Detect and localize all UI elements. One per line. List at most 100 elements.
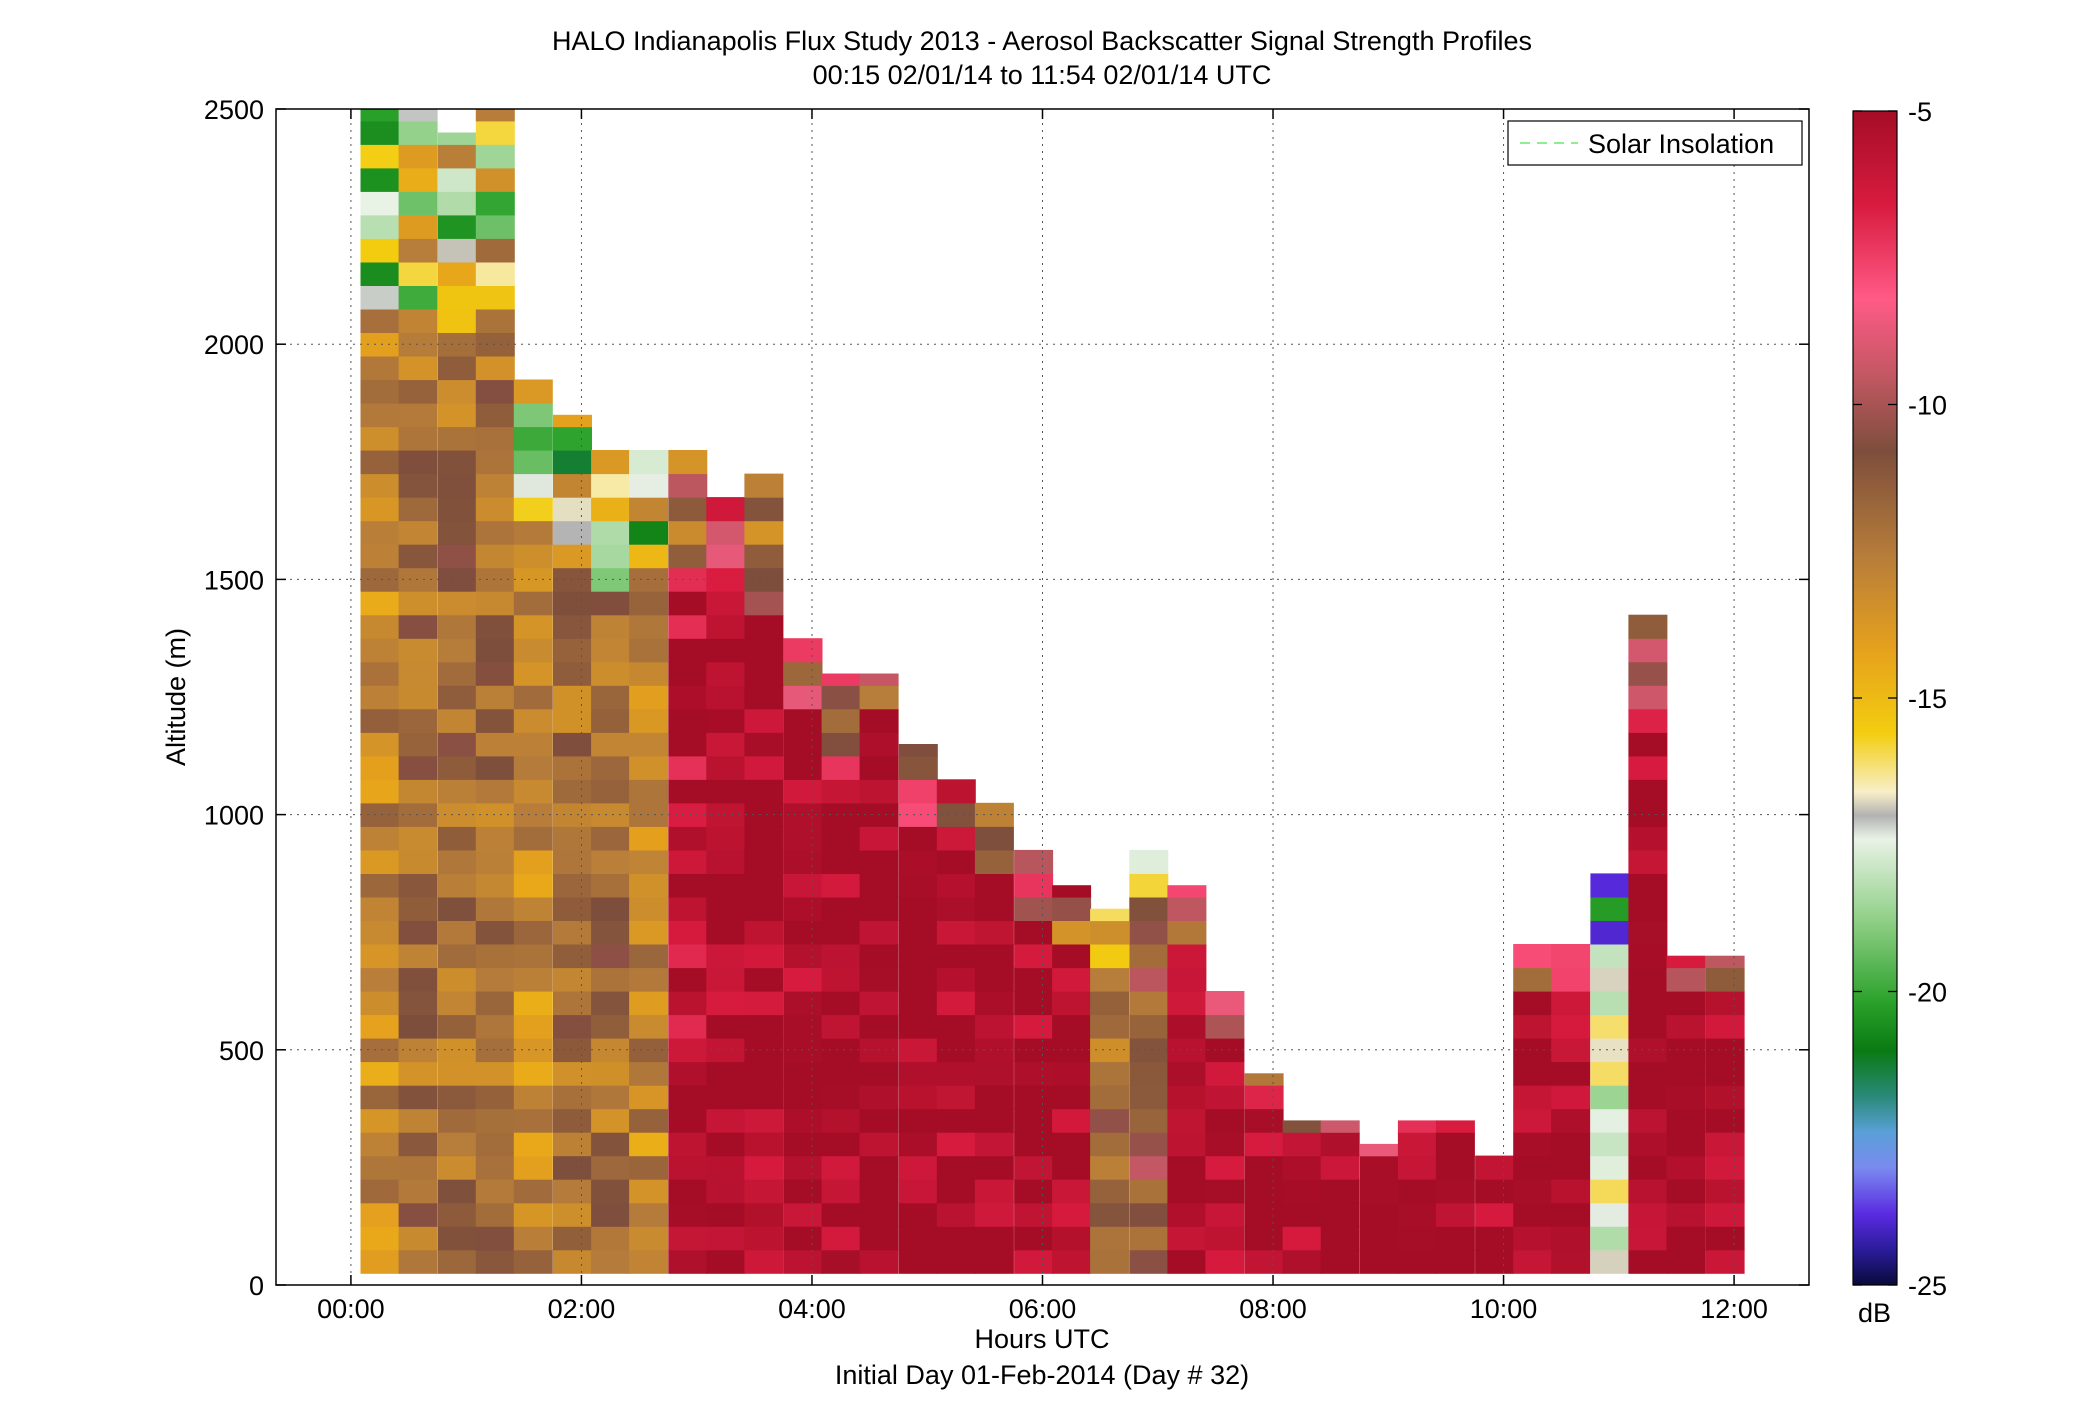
heatmap-cell <box>706 732 746 757</box>
heatmap-cell <box>1244 1132 1284 1157</box>
heatmap-cell <box>437 1179 477 1204</box>
heatmap-cell <box>475 191 515 216</box>
heatmap-cell <box>1475 1155 1515 1180</box>
heatmap-cell <box>1014 944 1054 969</box>
heatmap-cell <box>898 1226 938 1251</box>
heatmap-cell <box>1435 1120 1475 1133</box>
heatmap-cell <box>898 1249 938 1274</box>
heatmap-cell <box>360 1249 400 1274</box>
heatmap-cell <box>1052 885 1092 898</box>
heatmap-cell <box>629 1085 669 1110</box>
heatmap-cell <box>360 1155 400 1180</box>
heatmap-cell <box>1282 1249 1322 1274</box>
heatmap-cell <box>629 544 669 569</box>
heatmap-cell <box>513 991 553 1016</box>
heatmap-cell <box>437 426 477 451</box>
heatmap-cell <box>360 120 400 145</box>
heatmap-cell <box>859 1249 899 1274</box>
heatmap-cell <box>398 144 438 169</box>
heatmap-cell <box>1052 944 1092 969</box>
heatmap-cell <box>706 944 746 969</box>
heatmap-cell <box>706 967 746 992</box>
y-tick-label: 500 <box>219 1036 264 1066</box>
heatmap-cell <box>629 967 669 992</box>
heatmap-cell <box>360 708 400 733</box>
heatmap-cell <box>475 144 515 169</box>
heatmap-cell <box>1167 1226 1207 1251</box>
heatmap-cell <box>1167 1085 1207 1110</box>
heatmap-cell <box>668 567 708 592</box>
heatmap-cell <box>1244 1179 1284 1204</box>
heatmap-cell <box>360 1038 400 1063</box>
heatmap-cell <box>437 614 477 639</box>
heatmap-cell <box>783 1061 823 1086</box>
heatmap-cell <box>821 1061 861 1086</box>
heatmap-cell <box>1014 1132 1054 1157</box>
heatmap-cells <box>360 109 1745 1274</box>
heatmap-cell <box>783 779 823 804</box>
heatmap-cell <box>1129 873 1169 898</box>
heatmap-cell <box>513 403 553 428</box>
heatmap-cell <box>437 450 477 475</box>
heatmap-cell <box>668 944 708 969</box>
heatmap-cell <box>1666 1038 1706 1063</box>
heatmap-cell <box>398 967 438 992</box>
heatmap-cell <box>936 896 976 921</box>
y-tick-label: 1000 <box>204 801 264 831</box>
heatmap-cell <box>513 873 553 898</box>
heatmap-cell <box>898 896 938 921</box>
heatmap-cell <box>706 1226 746 1251</box>
heatmap-cell <box>1590 1108 1630 1133</box>
heatmap-cell <box>821 1249 861 1274</box>
heatmap-cell <box>1129 849 1169 874</box>
x-tick-label: 12:00 <box>1700 1294 1768 1324</box>
heatmap-cell <box>629 896 669 921</box>
heatmap-cell <box>553 661 592 686</box>
heatmap-cell <box>360 544 400 569</box>
heatmap-cell <box>398 826 438 851</box>
heatmap-cell <box>591 591 631 616</box>
heatmap-cell <box>1244 1226 1284 1251</box>
heatmap-cell <box>553 497 592 522</box>
heatmap-cell <box>859 732 899 757</box>
heatmap-cell <box>1628 873 1668 898</box>
chart-subtitle: 00:15 02/01/14 to 11:54 02/01/14 UTC <box>813 60 1272 90</box>
heatmap-cell <box>629 1061 669 1086</box>
heatmap-cell <box>668 967 708 992</box>
y-tick-label: 0 <box>249 1271 264 1301</box>
heatmap-cell <box>475 967 515 992</box>
heatmap-cell <box>1014 920 1054 945</box>
heatmap-cell <box>360 802 400 827</box>
heatmap-cell <box>783 1014 823 1039</box>
heatmap-cell <box>668 497 708 522</box>
heatmap-cell <box>1628 896 1668 921</box>
heatmap-cell <box>437 967 477 992</box>
heatmap-cell <box>513 1202 553 1227</box>
heatmap-cell <box>1628 708 1668 733</box>
heatmap-cell <box>1628 755 1668 780</box>
heatmap-cell <box>1167 896 1207 921</box>
heatmap-cell <box>591 1014 631 1039</box>
heatmap-cell <box>1167 1202 1207 1227</box>
heatmap-cell <box>475 520 515 545</box>
heatmap-cell <box>859 1155 899 1180</box>
heatmap-cell <box>744 802 784 827</box>
heatmap-cell <box>821 1038 861 1063</box>
heatmap-cell <box>398 1155 438 1180</box>
heatmap-cell <box>513 849 553 874</box>
heatmap-cell <box>821 849 861 874</box>
heatmap-cell <box>1666 1226 1706 1251</box>
heatmap-cell <box>1129 967 1169 992</box>
heatmap-cell <box>1705 1061 1745 1086</box>
heatmap-cell <box>475 1132 515 1157</box>
heatmap-cell <box>398 356 438 381</box>
heatmap-cell <box>475 991 515 1016</box>
heatmap-cell <box>706 708 746 733</box>
heatmap-cell <box>744 708 784 733</box>
heatmap-cell <box>783 1155 823 1180</box>
heatmap-cell <box>706 614 746 639</box>
heatmap-cell <box>475 826 515 851</box>
heatmap-cell <box>821 826 861 851</box>
heatmap-cell <box>398 191 438 216</box>
heatmap-cell <box>629 661 669 686</box>
